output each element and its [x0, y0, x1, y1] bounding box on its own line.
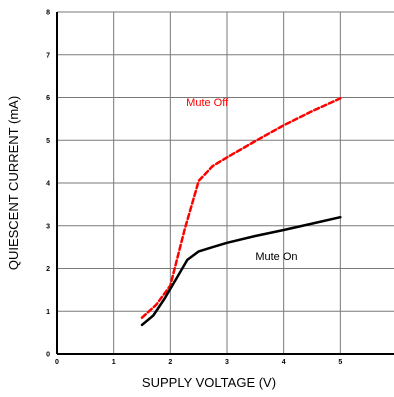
- series-line-mute-off: [140, 97, 342, 319]
- x-tick-label: 5: [338, 359, 342, 366]
- y-tick-label: 1: [46, 309, 50, 316]
- y-tick-label: 0: [46, 352, 50, 359]
- series-line-mute-on: [140, 215, 342, 327]
- y-tick-label: 4: [46, 181, 50, 188]
- x-tick-label: 1: [112, 359, 116, 366]
- y-axis-label: QUIESCENT CURRENT (mA): [6, 96, 21, 270]
- y-tick-label: 2: [46, 266, 50, 273]
- series-labels: Mute Off Mute On: [186, 97, 297, 263]
- x-tick-label: 2: [168, 359, 172, 366]
- x-tick-label: 4: [282, 359, 286, 366]
- series-label-mute-off: Mute Off: [186, 97, 229, 109]
- ticks: 0123456012345678: [46, 10, 342, 367]
- y-tick-label: 3: [46, 223, 50, 230]
- y-tick-label: 7: [46, 52, 50, 59]
- y-tick-label: 6: [46, 95, 50, 102]
- grid: [56, 11, 394, 355]
- x-tick-label: 3: [225, 359, 229, 366]
- x-tick-label: 0: [55, 359, 59, 366]
- series: [140, 97, 342, 327]
- series-label-mute-on: Mute On: [255, 251, 297, 263]
- x-axis-label: SUPPLY VOLTAGE (V): [142, 375, 276, 390]
- y-tick-label: 8: [46, 10, 50, 17]
- y-tick-label: 5: [46, 138, 50, 145]
